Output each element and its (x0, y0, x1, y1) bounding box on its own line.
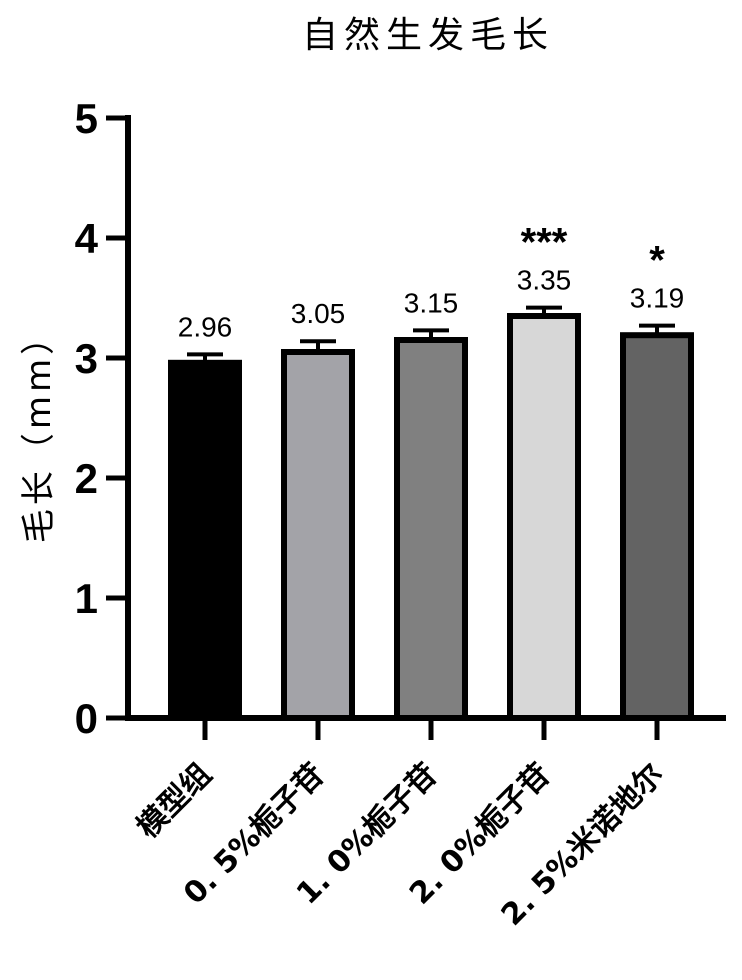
chart-title: 自然生发毛长 (302, 15, 554, 56)
value-label-1: 3.05 (291, 298, 346, 329)
value-label-0: 2.96 (178, 311, 233, 342)
bar-1 (281, 349, 355, 721)
value-label-3: 3.35 (517, 265, 572, 296)
bar-0 (168, 359, 242, 721)
bars-layer: 2.96 3.05 3.15 3.35*** 3.19* (168, 221, 694, 721)
y-tick-label-1: 1 (75, 575, 98, 622)
y-tick-label-0: 0 (75, 695, 98, 742)
bar-3 (507, 313, 581, 721)
y-tick-label-5: 5 (75, 95, 98, 142)
value-label-4: 3.19 (630, 283, 685, 314)
y-tick-label-3: 3 (75, 335, 98, 382)
significance-mark-4: * (649, 239, 665, 283)
bar-2 (394, 337, 468, 721)
bar-4 (620, 332, 694, 721)
y-tick-label-2: 2 (75, 455, 98, 502)
y-axis-label: 毛长（mm） (19, 317, 59, 543)
y-tick-label-4: 4 (75, 215, 99, 262)
x-tick-label-0: 模型组 (130, 757, 218, 845)
significance-mark-3: *** (521, 221, 568, 265)
value-label-2: 3.15 (404, 287, 459, 318)
